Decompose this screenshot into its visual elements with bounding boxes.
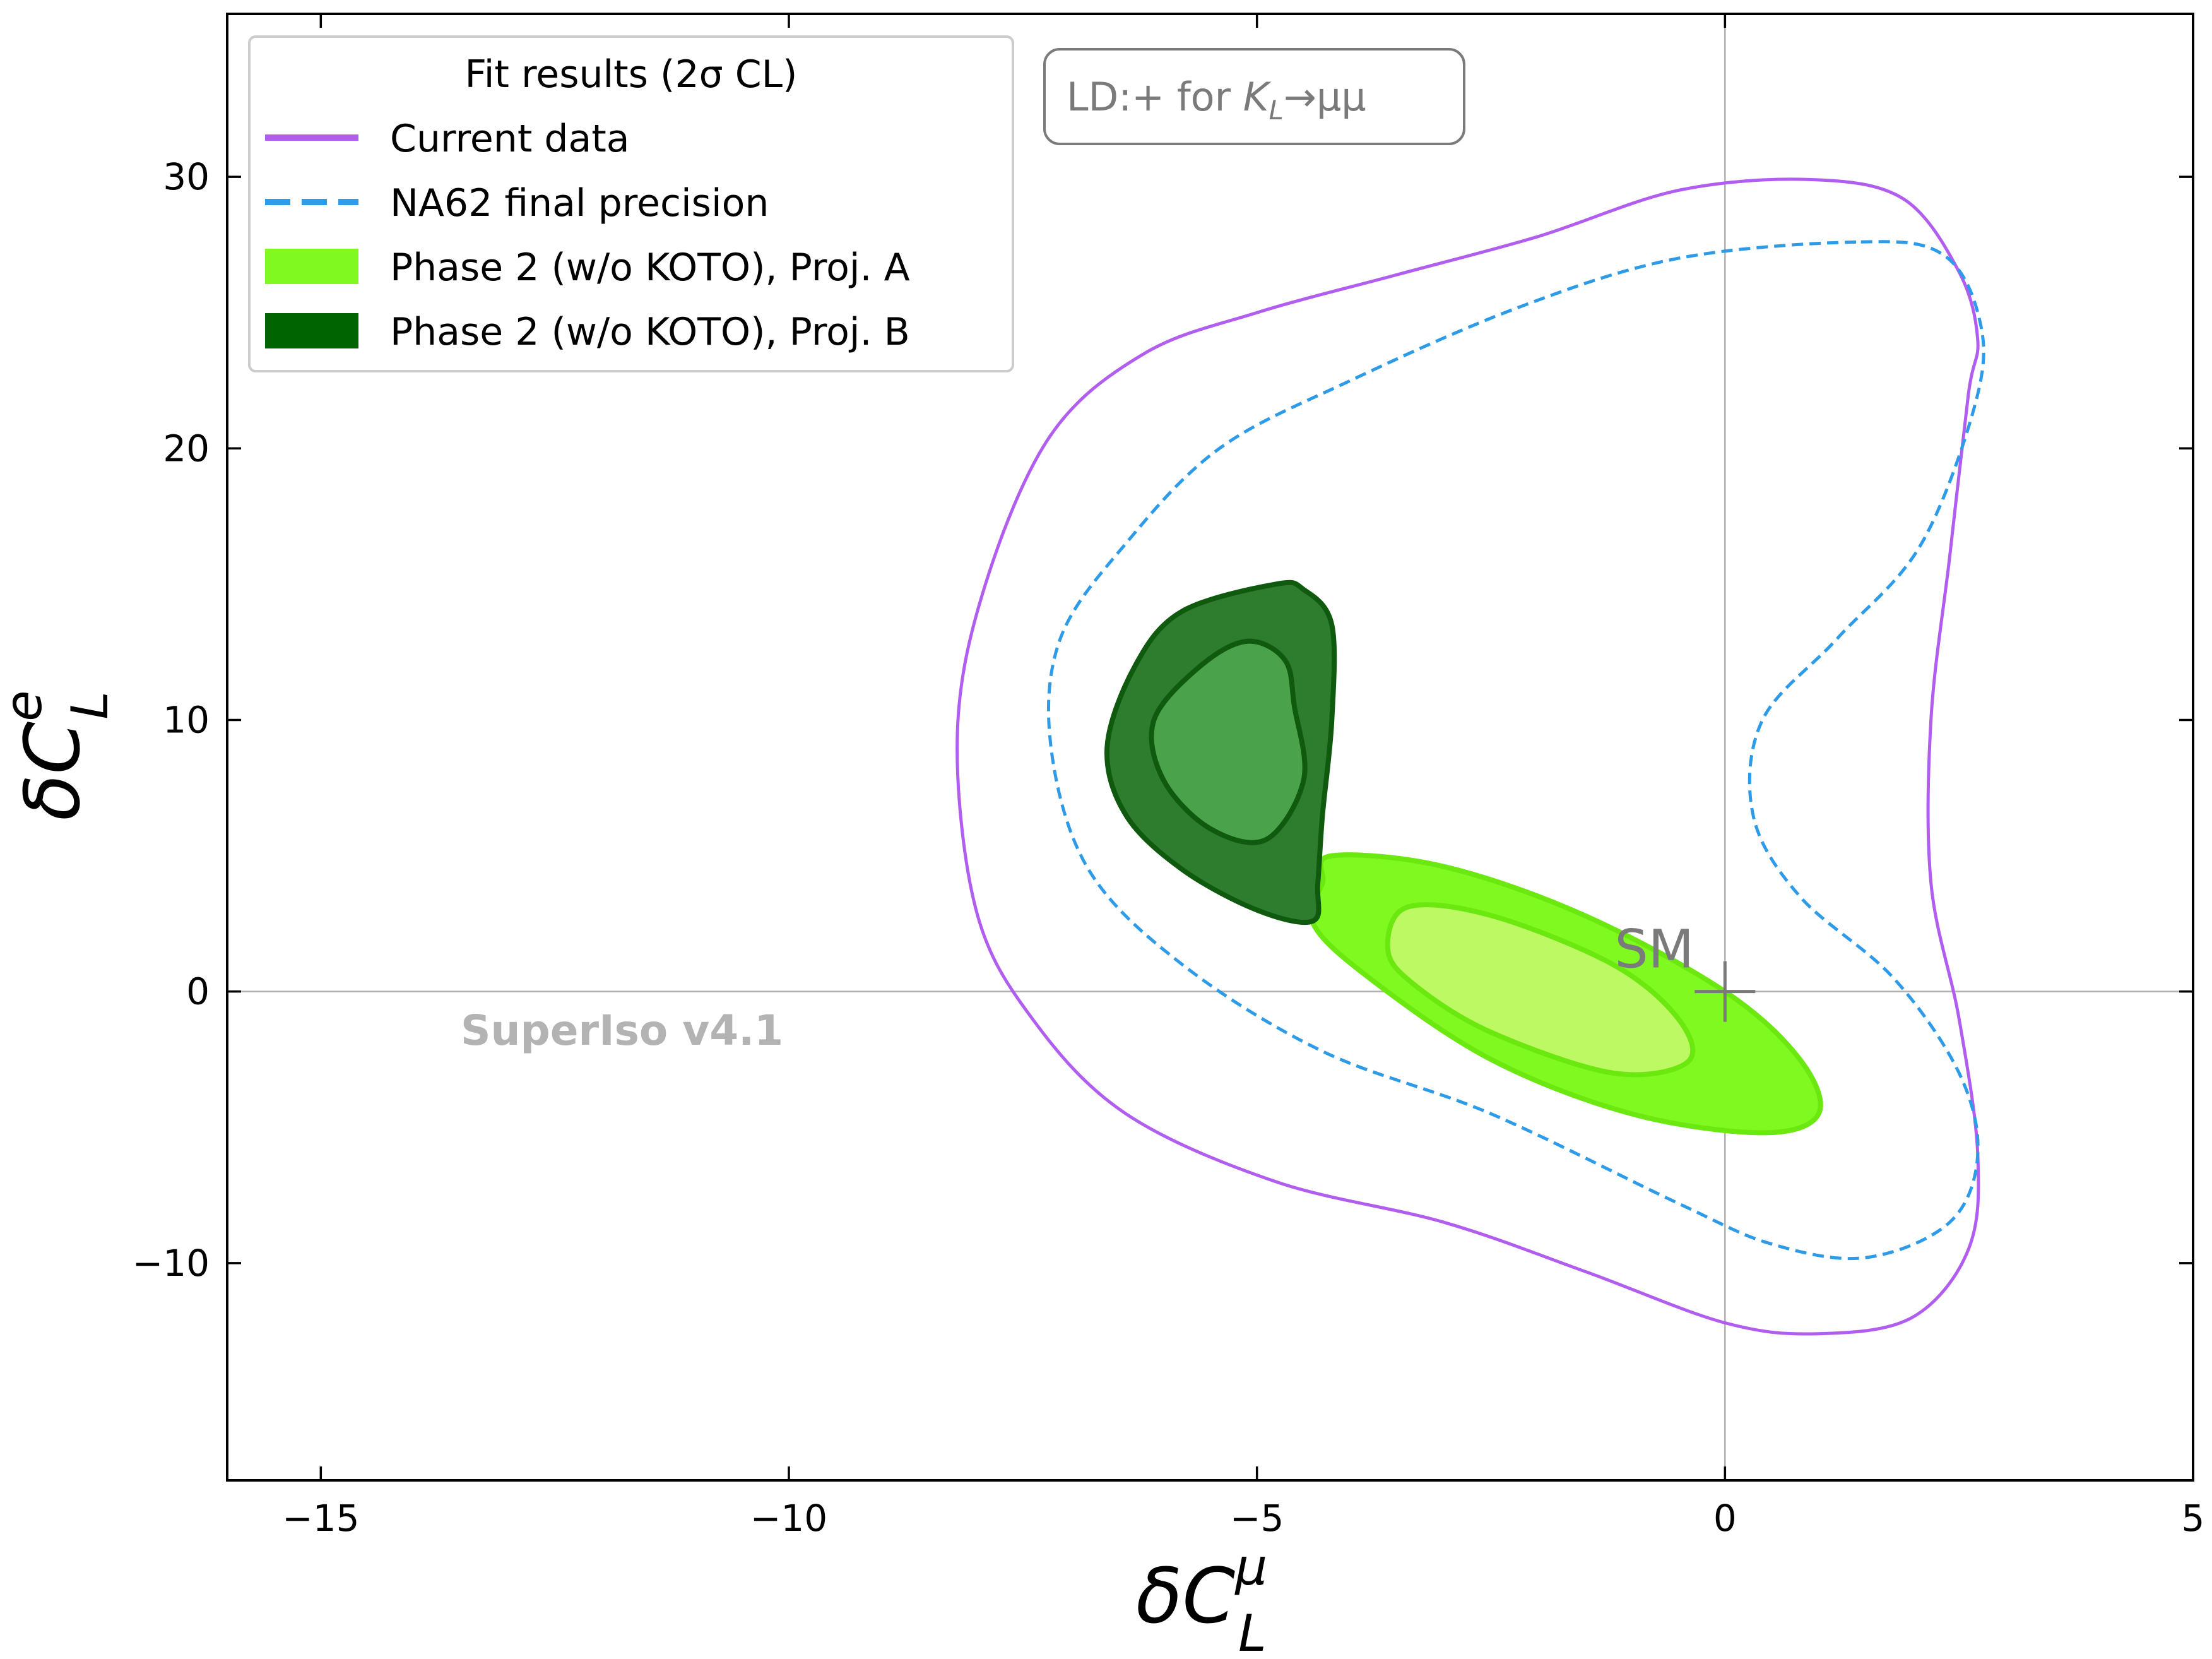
- x-tick-label: −15: [282, 1497, 359, 1540]
- annotation-text: LD:+ for KL→μμ: [1067, 74, 1366, 126]
- y-tick-label: 0: [186, 970, 210, 1013]
- legend-swatch: [265, 249, 358, 284]
- y-tick-label: 10: [163, 698, 210, 741]
- sm-marker-group: SM: [1614, 919, 1756, 1022]
- sm-label: SM: [1614, 919, 1694, 980]
- legend-title: Fit results (2σ CL): [465, 52, 798, 97]
- x-tick-label: 0: [1713, 1497, 1737, 1540]
- legend: Fit results (2σ CL) Current data NA62 fin…: [248, 35, 1014, 372]
- y-axis-label-main: δC: [9, 722, 97, 821]
- annotation-symbol: K: [1243, 74, 1272, 120]
- y-tick-label: 20: [163, 427, 210, 470]
- plot-frame: [226, 13, 2194, 1482]
- series-current-data: [955, 177, 1980, 1336]
- x-axis-label-sub: L: [1238, 1604, 1267, 1659]
- annotation-symbol-sub: L: [1269, 95, 1283, 126]
- legend-entry-label: Phase 2 (w/o KOTO), Proj. B: [390, 310, 910, 354]
- superiso-watermark: SuperIso v4.1: [461, 1006, 783, 1055]
- annotation-suffix: →μμ: [1284, 74, 1366, 120]
- legend-frame: [248, 35, 1014, 372]
- x-axis-label-sup: μ: [1234, 1538, 1267, 1597]
- series-na62-final-precision: [1046, 240, 1985, 1261]
- legend-entries: Current data NA62 final precision Phase 2 …: [265, 117, 910, 354]
- x-axis-label: δCμ L: [1136, 1538, 1267, 1659]
- series-proj-b-inner: [1149, 638, 1308, 845]
- annotation-box-frame: [1043, 48, 1465, 145]
- x-axis-label-main: δC: [1136, 1553, 1235, 1641]
- y-tick-label: −10: [133, 1242, 210, 1285]
- x-tick-label: −10: [750, 1497, 827, 1540]
- y-axis-label-sub: L: [61, 691, 119, 720]
- y-axis-label-group: δCe L: [0, 691, 119, 821]
- legend-entry-label: Current data: [390, 117, 630, 161]
- reference-lines: [227, 14, 2193, 1480]
- legend-entry-label: Phase 2 (w/o KOTO), Proj. A: [390, 246, 910, 290]
- y-axis-label-sup: e: [0, 691, 53, 722]
- legend-entry-label: NA62 final precision: [390, 181, 769, 225]
- x-tick-label: −5: [1230, 1497, 1284, 1540]
- ticks-layer: −15 −10 −5 0 5 −10 0 10 20 30: [133, 14, 2205, 1540]
- legend-swatch: [265, 313, 358, 348]
- series-proj-a-inner: [1385, 902, 1696, 1078]
- annotation-box: LD:+ for KL→μμ: [1043, 48, 1465, 145]
- series-layer: [955, 177, 1985, 1336]
- annotation-prefix: LD:+ for: [1067, 74, 1243, 120]
- y-tick-label: 30: [163, 155, 210, 198]
- y-axis-label: δCe L: [0, 691, 119, 821]
- x-tick-label: 5: [2182, 1497, 2205, 1540]
